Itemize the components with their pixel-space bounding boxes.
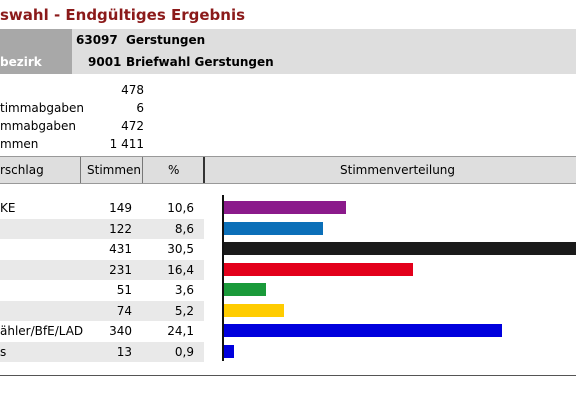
results-table-body: KE 149 10,6 122 8,6 431 30,5 231 16,4 51 3,6 74 5,2 ä… <box>0 184 576 376</box>
result-row: s 13 0,9 <box>0 341 576 362</box>
votes-value: 51 <box>116 283 132 297</box>
percent-value: 0,9 <box>174 344 194 359</box>
district-code: 9001 <box>88 55 122 69</box>
row-shade <box>0 259 204 280</box>
column-divider <box>203 157 205 183</box>
row-shade <box>0 341 204 362</box>
percent-value: 16,4 <box>167 262 194 277</box>
votes-value: 149 <box>109 201 132 215</box>
stat-label: mmen <box>0 137 39 151</box>
column-header-votes: Stimmen <box>87 163 142 177</box>
party-name: ähler/BfE/LAD <box>0 324 84 338</box>
vote-share-bar <box>224 324 502 337</box>
result-row: 231 16,4 <box>0 259 576 280</box>
votes-value: 122 <box>109 221 132 236</box>
turnout-stats: 478 timmabgaben 6 mmabgaben 472 mmen 1 4… <box>0 82 150 154</box>
percent-value: 3,6 <box>174 283 194 297</box>
column-divider <box>80 157 81 183</box>
percent-value: 5,2 <box>174 303 194 318</box>
column-header-party: rschlag <box>0 163 44 177</box>
bar-chart-axis <box>222 195 224 361</box>
result-row: ähler/BfE/LAD 340 24,1 <box>0 321 576 341</box>
district-header-label-cell: bezirk <box>0 29 72 74</box>
result-row: 122 8,6 <box>0 218 576 239</box>
district-header: bezirk 63097 Gerstungen 9001 Briefwahl G… <box>0 29 576 74</box>
row-shade <box>0 300 204 321</box>
column-divider <box>142 157 143 183</box>
table-bottom-rule <box>0 375 576 376</box>
stat-row: 478 <box>0 82 150 100</box>
stat-row: mmabgaben 472 <box>0 118 150 136</box>
result-row: 431 30,5 <box>0 239 576 259</box>
votes-value: 74 <box>116 303 132 318</box>
result-row: 51 3,6 <box>0 280 576 300</box>
percent-value: 8,6 <box>174 221 194 236</box>
column-header-percent: % <box>168 163 180 177</box>
stat-row: timmabgaben 6 <box>0 100 150 118</box>
municipality-name: Gerstungen <box>126 33 206 47</box>
vote-share-bar <box>224 201 346 214</box>
municipality-code: 63097 <box>76 33 118 47</box>
stat-label: mmabgaben <box>0 119 76 133</box>
result-row: 74 5,2 <box>0 300 576 321</box>
result-row: KE 149 10,6 <box>0 198 576 218</box>
stat-value: 472 <box>121 119 144 133</box>
stat-label: timmabgaben <box>0 101 84 115</box>
results-table-header: rschlag Stimmen % Stimmenverteilung <box>0 156 576 184</box>
percent-value: 30,5 <box>167 242 194 256</box>
votes-value: 231 <box>109 262 132 277</box>
percent-value: 10,6 <box>167 201 194 215</box>
stat-value: 1 411 <box>109 137 144 151</box>
votes-value: 431 <box>109 242 132 256</box>
vote-share-bar <box>224 221 323 235</box>
district-header-values: 63097 Gerstungen 9001 Briefwahl Gerstung… <box>72 29 576 74</box>
district-name: Briefwahl Gerstungen <box>126 55 274 69</box>
vote-share-bar <box>224 344 234 358</box>
vote-share-bar <box>224 242 576 255</box>
stat-value: 6 <box>136 101 144 115</box>
votes-value: 13 <box>116 344 132 359</box>
vote-share-bar <box>224 303 284 317</box>
percent-value: 24,1 <box>167 324 194 338</box>
row-shade <box>0 218 204 239</box>
party-name: KE <box>0 201 16 215</box>
party-name: s <box>0 344 7 359</box>
vote-share-bar <box>224 283 266 296</box>
column-header-distribution: Stimmenverteilung <box>340 163 456 177</box>
page-title: swahl - Endgültiges Ergebnis <box>0 6 246 24</box>
vote-share-bar <box>224 262 413 276</box>
district-label: bezirk <box>0 55 42 69</box>
votes-value: 340 <box>109 324 132 338</box>
stat-row: mmen 1 411 <box>0 136 150 154</box>
stat-value: 478 <box>121 83 144 97</box>
